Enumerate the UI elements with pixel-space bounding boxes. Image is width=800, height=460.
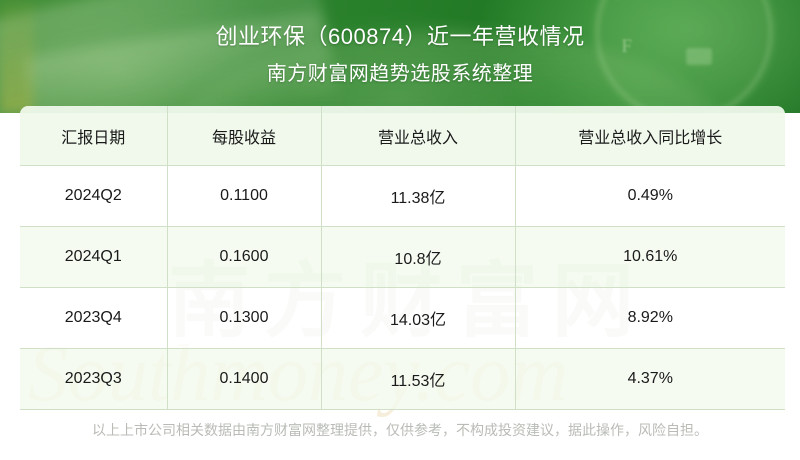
cell-eps: 0.1600 <box>167 226 322 288</box>
table-header: 汇报日期 每股收益 营业总收入 营业总收入同比增长 <box>20 106 785 166</box>
cell-revenue: 10.8亿 <box>321 226 516 288</box>
cell-revenue: 11.53亿 <box>321 348 516 410</box>
table-row: 2023Q3 0.1400 11.53亿 4.37% <box>20 348 785 410</box>
banner-background-gradient <box>0 0 800 113</box>
disclaimer-text: 以上上市公司相关数据由南方财富网整理提供，仅供参考，不构成投资建议，据此操作，风… <box>92 422 708 438</box>
cell-growth: 0.49% <box>515 165 785 227</box>
column-header-revenue: 营业总收入 <box>321 106 516 166</box>
cell-growth: 8.92% <box>515 287 785 349</box>
banner-left-edge-glow <box>0 0 34 113</box>
fuel-gauge-icon <box>586 0 782 113</box>
header-banner: F <box>0 0 800 113</box>
cell-eps: 0.1100 <box>167 165 322 227</box>
cell-revenue: 11.38亿 <box>321 165 516 227</box>
cell-period: 2023Q4 <box>20 287 168 349</box>
cell-growth: 4.37% <box>515 348 785 410</box>
table-header-row: 汇报日期 每股收益 营业总收入 营业总收入同比增长 <box>20 106 785 166</box>
page-subtitle: 南方财富网趋势选股系统整理 <box>266 63 534 85</box>
page-title: 创业环保（600874）近一年营收情况 <box>215 24 585 49</box>
cell-period: 2024Q1 <box>20 226 168 288</box>
cell-eps: 0.1400 <box>167 348 322 410</box>
cell-eps: 0.1300 <box>167 287 322 349</box>
column-header-period: 汇报日期 <box>20 106 168 166</box>
fuel-gauge-full-label: F <box>621 36 632 57</box>
table-body: 2024Q2 0.1100 11.38亿 0.49% 2024Q1 0.1600… <box>20 165 785 410</box>
financial-table: 汇报日期 每股收益 营业总收入 营业总收入同比增长 2024Q2 0.1100 … <box>20 106 785 410</box>
fuel-pump-icon <box>686 48 712 65</box>
cell-revenue: 14.03亿 <box>321 287 516 349</box>
financial-table-container: 汇报日期 每股收益 营业总收入 营业总收入同比增长 2024Q2 0.1100 … <box>20 106 785 410</box>
table-row: 2024Q2 0.1100 11.38亿 0.49% <box>20 165 785 227</box>
cell-period: 2023Q3 <box>20 348 168 410</box>
table-row: 2024Q1 0.1600 10.8亿 10.61% <box>20 226 785 288</box>
cell-growth: 10.61% <box>515 226 785 288</box>
banner-title-block: 创业环保（600874）近一年营收情况 南方财富网趋势选股系统整理 <box>0 0 800 88</box>
column-header-growth: 营业总收入同比增长 <box>515 106 785 166</box>
table-row: 2023Q4 0.1300 14.03亿 8.92% <box>20 287 785 349</box>
column-header-eps: 每股收益 <box>167 106 322 166</box>
cell-period: 2024Q2 <box>20 165 168 227</box>
